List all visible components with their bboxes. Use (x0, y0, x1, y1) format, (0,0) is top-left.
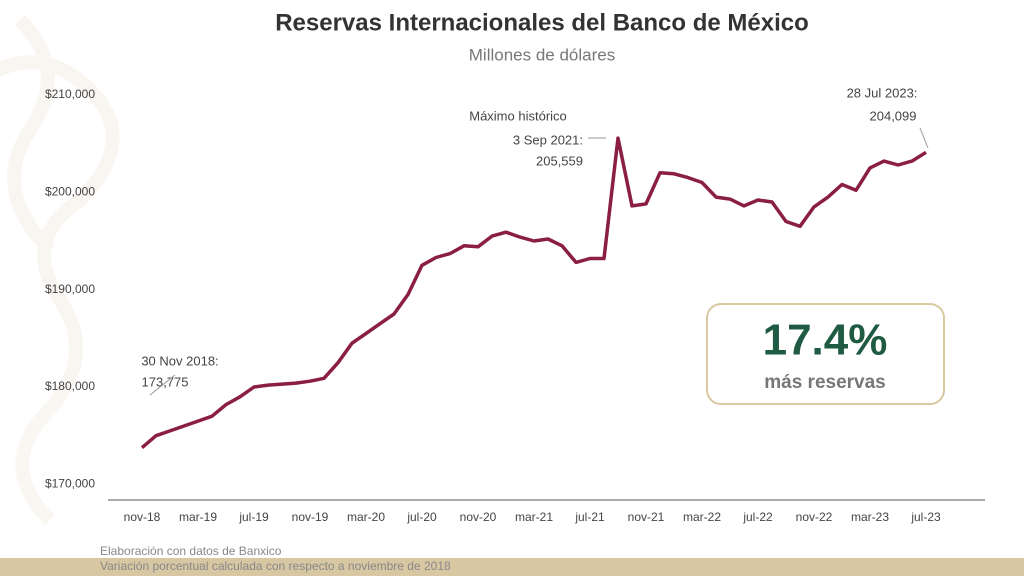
annotation: 205,559 (536, 153, 583, 168)
x-tick-label: jul-20 (406, 510, 437, 524)
annotation: Máximo histórico (469, 108, 567, 123)
footer-bar (0, 558, 1024, 576)
x-tick-label: mar-19 (179, 510, 217, 524)
y-tick-label: $200,000 (45, 184, 95, 198)
highlight-text: más reservas (764, 372, 886, 393)
y-tick-label: $180,000 (45, 379, 95, 393)
y-tick-label: $210,000 (45, 87, 95, 101)
annotation: 28 Jul 2023: (847, 85, 918, 100)
x-tick-label: jul-21 (574, 510, 605, 524)
annotation: 30 Nov 2018: (141, 353, 218, 368)
leader-line (149, 374, 176, 396)
highlight-value: 17.4% (763, 316, 888, 365)
chart-title: Reservas Internacionales del Banco de Mé… (275, 9, 809, 36)
x-tick-label: jul-22 (742, 510, 773, 524)
note: Variación porcentual calculada con respe… (100, 559, 451, 573)
x-tick-label: mar-21 (515, 510, 553, 524)
x-tick-label: jul-19 (238, 510, 269, 524)
x-tick-label: mar-20 (347, 510, 385, 524)
highlight-card (706, 303, 945, 405)
annotation: 204,099 (870, 108, 917, 123)
decoration (0, 15, 120, 525)
x-tick-label: nov-22 (796, 510, 833, 524)
y-tick-label: $190,000 (45, 282, 95, 296)
x-tick-label: nov-19 (292, 510, 329, 524)
leader-line (919, 127, 929, 149)
x-tick-label: nov-18 (124, 510, 161, 524)
x-tick-label: mar-22 (683, 510, 721, 524)
x-tick-label: mar-23 (851, 510, 889, 524)
annotation: 173,775 (142, 374, 189, 389)
line (140, 136, 927, 450)
annotation: 3 Sep 2021: (513, 132, 583, 147)
x-tick-label: jul-23 (910, 510, 941, 524)
y-tick-label: $170,000 (45, 477, 95, 491)
x-tick-label: nov-20 (460, 510, 497, 524)
chart-subtitle: Millones de dólares (469, 45, 615, 64)
note: Elaboración con datos de Banxico (100, 544, 282, 558)
x-tick-label: nov-21 (628, 510, 665, 524)
